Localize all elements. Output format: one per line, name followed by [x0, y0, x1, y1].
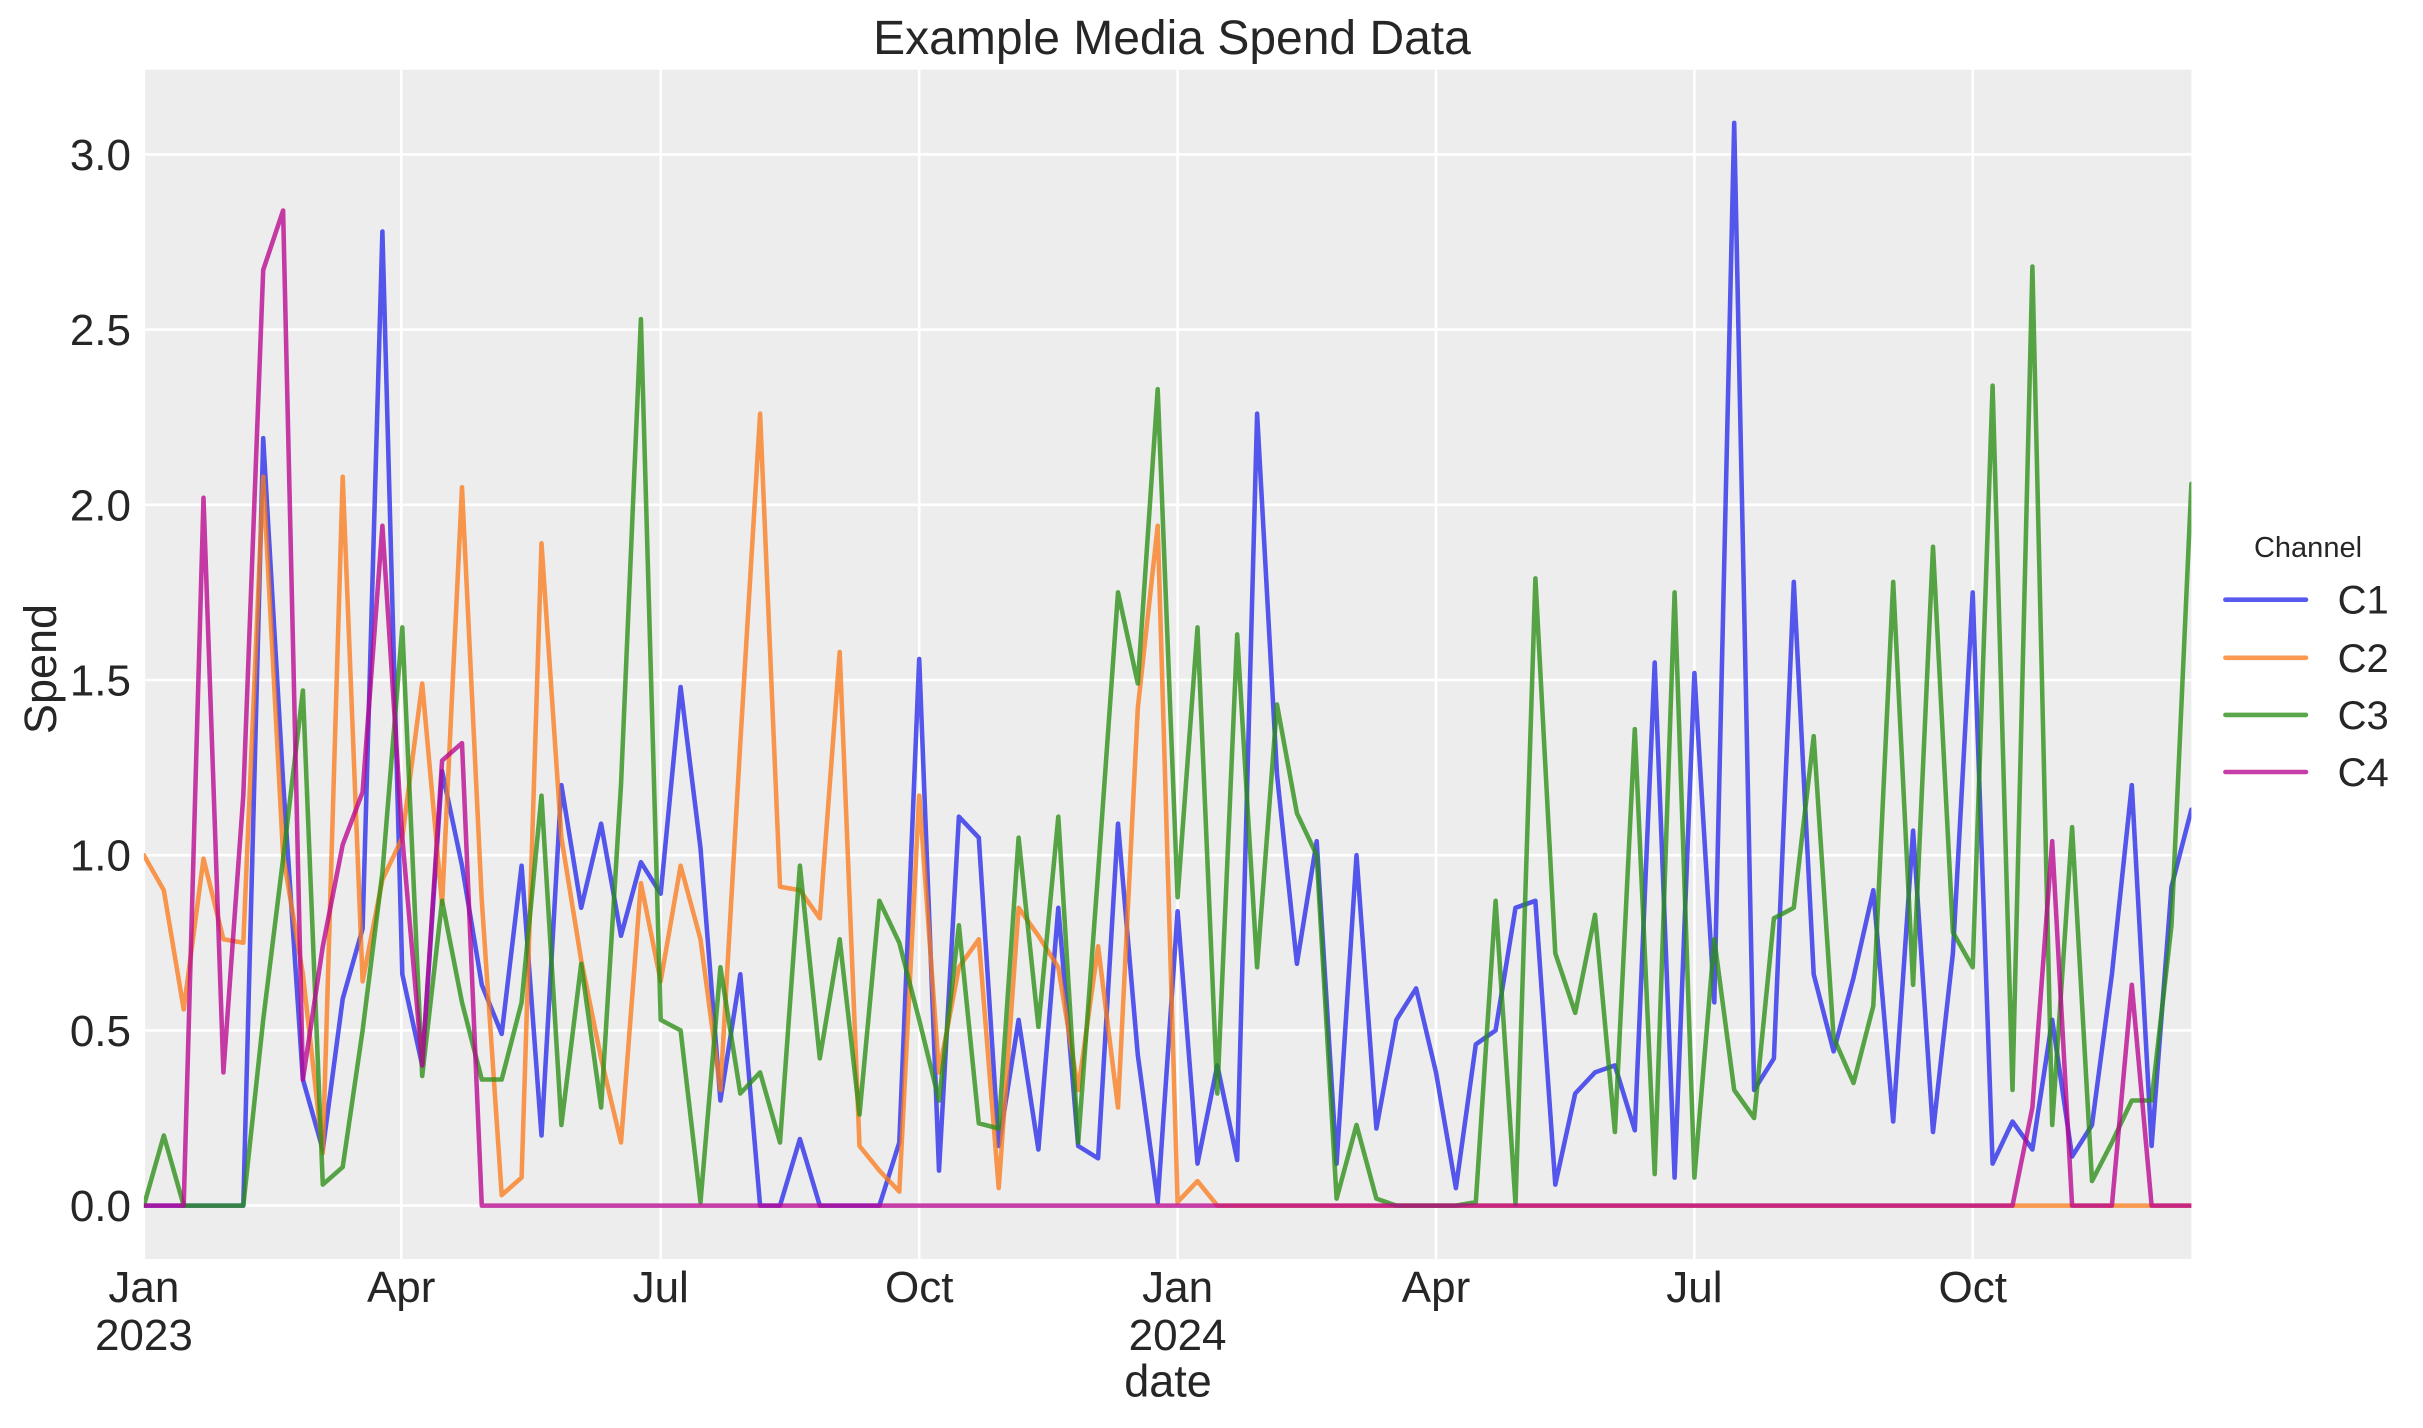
svg-text:1.5: 1.5 — [70, 657, 131, 706]
svg-text:0.5: 0.5 — [70, 1007, 131, 1056]
svg-text:Oct: Oct — [885, 1263, 953, 1312]
svg-text:C4: C4 — [2338, 751, 2389, 795]
svg-text:Channel: Channel — [2254, 532, 2362, 564]
svg-text:Jul: Jul — [1666, 1263, 1722, 1312]
svg-text:Jan: Jan — [108, 1263, 179, 1312]
svg-text:2.0: 2.0 — [70, 481, 131, 530]
svg-text:2024: 2024 — [1129, 1311, 1227, 1360]
svg-text:Apr: Apr — [367, 1263, 435, 1312]
svg-text:Example Media Spend Data: Example Media Spend Data — [873, 12, 1471, 65]
svg-text:date: date — [1124, 1356, 1212, 1407]
svg-text:2.5: 2.5 — [70, 306, 131, 355]
svg-text:0.0: 0.0 — [70, 1182, 131, 1231]
svg-text:Oct: Oct — [1938, 1263, 2006, 1312]
svg-text:C3: C3 — [2338, 694, 2389, 738]
svg-text:Apr: Apr — [1402, 1263, 1470, 1312]
svg-text:1.0: 1.0 — [70, 832, 131, 881]
svg-text:Spend: Spend — [15, 604, 66, 734]
svg-text:Jan: Jan — [1142, 1263, 1213, 1312]
svg-text:Jul: Jul — [633, 1263, 689, 1312]
svg-text:C1: C1 — [2338, 579, 2389, 623]
svg-text:3.0: 3.0 — [70, 131, 131, 180]
svg-text:2023: 2023 — [95, 1311, 193, 1360]
svg-text:C2: C2 — [2338, 637, 2389, 681]
